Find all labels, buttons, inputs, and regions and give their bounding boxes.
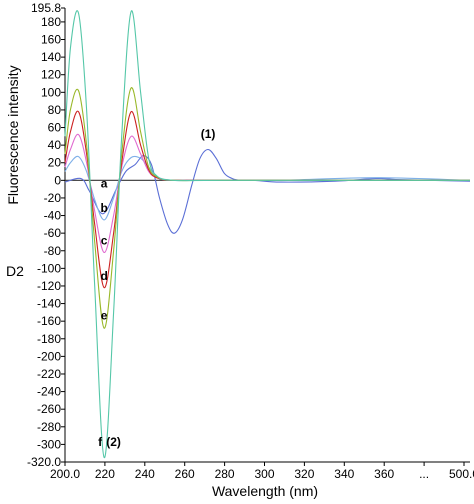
- y-tick-label: -40: [44, 209, 62, 223]
- curve-annotation: d: [100, 269, 107, 283]
- x-tick-label: 200.0: [50, 467, 80, 481]
- y-tick-label: 120: [41, 68, 61, 82]
- x-tick-label: 240: [135, 467, 155, 481]
- y-tick-label: -240: [37, 385, 61, 399]
- y-tick-label: 195.8: [31, 1, 61, 15]
- x-tick-label: ...: [419, 467, 429, 481]
- y-tick-label: -280: [37, 420, 61, 434]
- y-tick-label: 80: [48, 103, 62, 117]
- y-tick-label: 100: [41, 85, 61, 99]
- y-tick-label: 0: [54, 173, 61, 187]
- curve-annotation: a: [101, 176, 108, 190]
- y-tick-label: 180: [41, 15, 61, 29]
- series-line-1: [64, 148, 471, 234]
- y-axis-title: Fluorescence intensity: [5, 65, 21, 204]
- y-tick-label: -120: [37, 279, 61, 293]
- curve-annotation: e: [101, 308, 108, 322]
- y-tick-label: -100: [37, 261, 61, 275]
- series-line-3: [64, 133, 470, 254]
- y-tick-label: -60: [44, 226, 62, 240]
- curve-annotation: (1): [201, 127, 216, 141]
- x-tick-label: 260: [175, 467, 195, 481]
- y-tick-label: 40: [48, 138, 62, 152]
- x-tick-label: 300: [254, 467, 274, 481]
- y-tick-label: -20: [44, 191, 62, 205]
- x-tick-label: 220: [95, 467, 115, 481]
- curve-annotation: f: [98, 435, 103, 449]
- x-tick-label: 320: [294, 467, 314, 481]
- x-tick-label: 500.0: [449, 467, 474, 481]
- series-line-4: [64, 110, 470, 289]
- x-tick-label: 280: [215, 467, 235, 481]
- y-tick-label: -180: [37, 332, 61, 346]
- y-tick-label: -260: [37, 402, 61, 416]
- x-tick-label: 360: [374, 467, 394, 481]
- curve-annotation: c: [101, 234, 108, 248]
- y-tick-label: 160: [41, 33, 61, 47]
- y-tick-label: 20: [48, 156, 62, 170]
- y-axis-secondary-label: D2: [6, 263, 24, 279]
- curve-annotation: b: [100, 201, 107, 215]
- y-tick-label: 140: [41, 50, 61, 64]
- y-tick-label: -160: [37, 314, 61, 328]
- series-line-6: [64, 10, 470, 459]
- y-tick-label: -80: [44, 244, 62, 258]
- y-tick-label: 60: [48, 121, 62, 135]
- y-tick-label: -140: [37, 297, 61, 311]
- y-tick-label: -220: [37, 367, 61, 381]
- curve-annotation: (2): [106, 435, 121, 449]
- series-line-2: [64, 155, 471, 221]
- series-line-5: [64, 87, 470, 329]
- y-tick-label: -320.0: [27, 455, 61, 469]
- y-tick-label: -300: [37, 437, 61, 451]
- y-tick-label: -200: [37, 349, 61, 363]
- x-axis-title: Wavelength (nm): [212, 483, 318, 499]
- x-tick-label: 340: [334, 467, 354, 481]
